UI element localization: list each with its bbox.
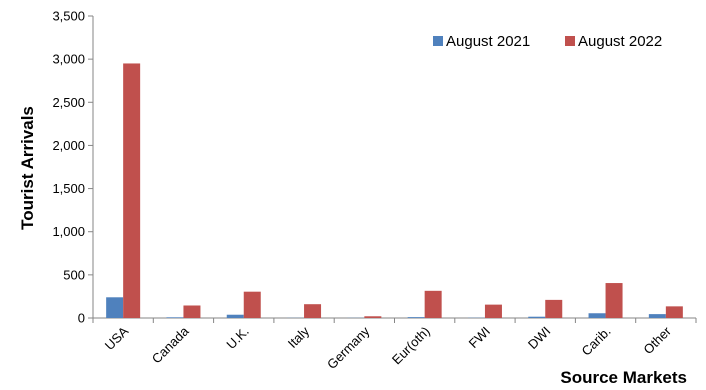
x-tick-label: Canada	[149, 323, 192, 366]
plot-area: 0 500 1,000 1,500 2,000 2,500 3,000 3,500 USA Ca…	[52, 9, 697, 372]
y-axis-title: Tourist Arrivals	[18, 106, 37, 230]
legend-label: August 2022	[578, 33, 662, 50]
x-tick-label: Eur(oth)	[389, 324, 433, 368]
x-tick-label: U.K.	[223, 324, 251, 352]
x-tick-label: USA	[102, 323, 132, 353]
y-tick-label: 500	[63, 267, 85, 282]
bar-aug-2022	[545, 299, 563, 318]
legend-item: August 2022	[565, 33, 662, 50]
y-tick-label: 0	[78, 311, 85, 326]
bar-aug-2021	[407, 317, 425, 318]
y-tick-label: 3,000	[52, 52, 85, 67]
bars	[106, 63, 683, 319]
bar-aug-2022	[665, 306, 683, 318]
x-tick-label: DWI	[525, 324, 553, 352]
bar-aug-2021	[226, 314, 244, 318]
x-tick-label: FWI	[466, 324, 493, 351]
bar-aug-2022	[484, 304, 502, 318]
legend-swatch	[433, 36, 443, 46]
y-tick-label: 1,000	[52, 224, 85, 239]
y-tick-label: 2,500	[52, 95, 85, 110]
bar-aug-2022	[605, 283, 623, 318]
x-tick-label: Other	[640, 323, 674, 357]
bar-aug-2022	[304, 304, 322, 318]
legend-label: August 2021	[446, 33, 530, 50]
x-tick-label: Italy	[285, 323, 313, 351]
bar-aug-2022	[183, 305, 201, 318]
y-axis: 0 500 1,000 1,500 2,000 2,500 3,000 3,500	[52, 9, 94, 326]
x-axis: USA Canada U.K. Italy Germany Eur(oth) FWI DWI C…	[92, 317, 697, 372]
bar-aug-2022	[424, 290, 442, 318]
bar-aug-2021	[106, 297, 124, 318]
bar-aug-2022	[243, 291, 261, 318]
legend-item: August 2021	[433, 33, 530, 50]
bar-aug-2021	[588, 313, 606, 318]
x-axis-title: Source Markets	[560, 368, 687, 387]
x-tick-label: Germany	[324, 323, 373, 372]
bar-aug-2022	[364, 316, 382, 318]
legend-swatch	[565, 36, 575, 46]
x-tick-label: Carib.	[579, 324, 614, 359]
bar-aug-2021	[648, 314, 666, 318]
y-tick-label: 3,500	[52, 9, 85, 24]
y-tick-label: 1,500	[52, 181, 85, 196]
legend: August 2021 August 2022	[433, 33, 662, 50]
bar-aug-2021	[166, 317, 184, 318]
y-tick-label: 2,000	[52, 138, 85, 153]
bar-aug-2022	[123, 63, 141, 319]
bar-aug-2021	[528, 316, 546, 318]
